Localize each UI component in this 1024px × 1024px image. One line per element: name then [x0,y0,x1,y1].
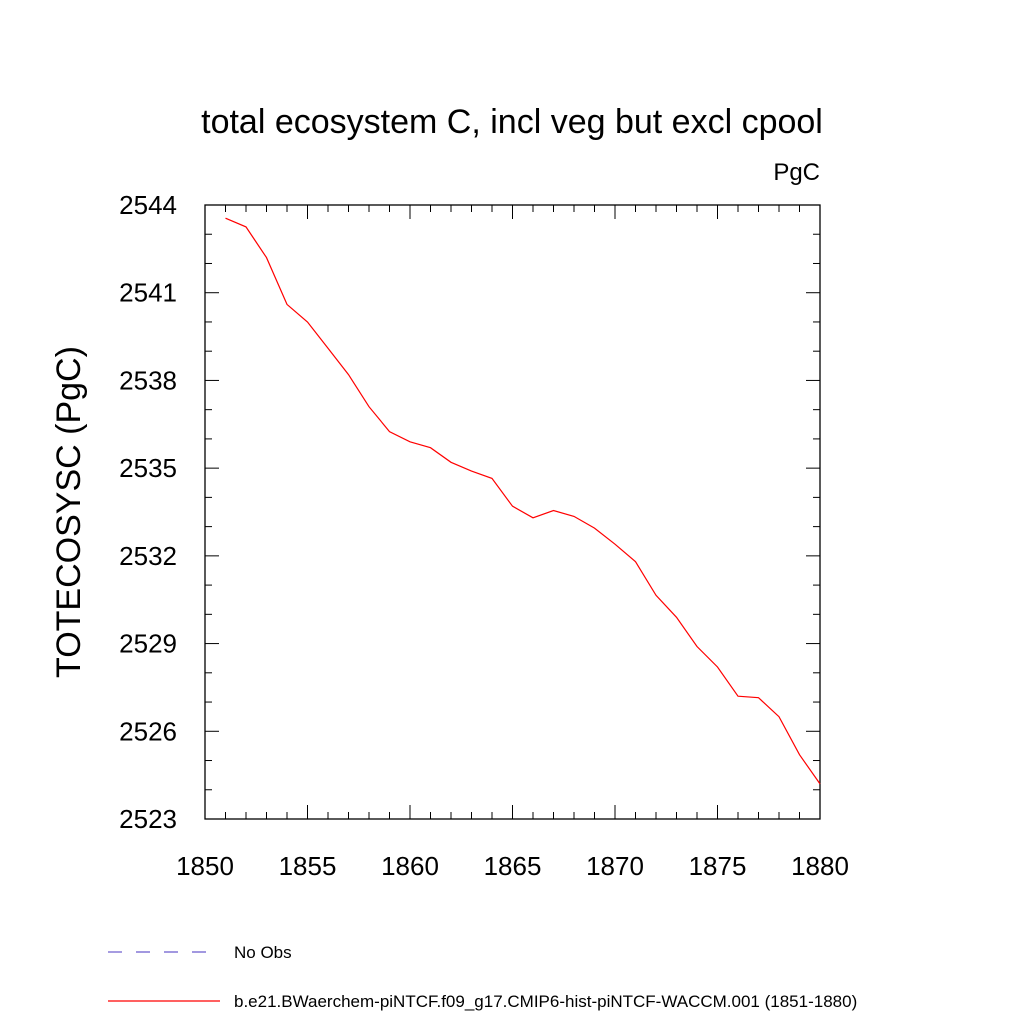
x-tick-label: 1865 [484,851,542,881]
series-line [225,217,821,785]
x-tick-label: 1880 [791,851,849,881]
x-tick-label: 1850 [176,851,234,881]
chart-title: total ecosystem C, incl veg but excl cpo… [201,103,823,141]
y-axis-title: TOTECOSYSC (PgC) [50,346,88,678]
x-tick-label: 1855 [279,851,337,881]
y-tick-label: 2532 [119,541,177,571]
x-tick-label: 1875 [689,851,747,881]
y-tick-label: 2544 [119,190,177,220]
y-tick-label: 2523 [119,804,177,834]
x-tick-label: 1860 [381,851,439,881]
y-tick-label: 2538 [119,365,177,395]
y-tick-label: 2541 [119,278,177,308]
legend: No Obs b.e21.BWaerchem-piNTCF.f09_g17.CMI… [108,943,857,1011]
x-tick-labels: 1850 1855 1860 1865 1870 1875 1880 [176,851,849,881]
legend-label: No Obs [234,943,292,962]
y-tick-label: 2535 [119,453,177,483]
legend-label: b.e21.BWaerchem-piNTCF.f09_g17.CMIP6-his… [234,992,857,1011]
y-tick-labels: 2523 2526 2529 2532 2535 2538 2541 2544 [119,190,177,834]
x-tick-label: 1870 [586,851,644,881]
y-tick-label: 2526 [119,716,177,746]
series-lines [225,217,821,785]
units-label: PgC [773,159,820,186]
axis-ticks [204,204,821,820]
y-tick-label: 2529 [119,629,177,659]
plot-frame [204,204,821,820]
